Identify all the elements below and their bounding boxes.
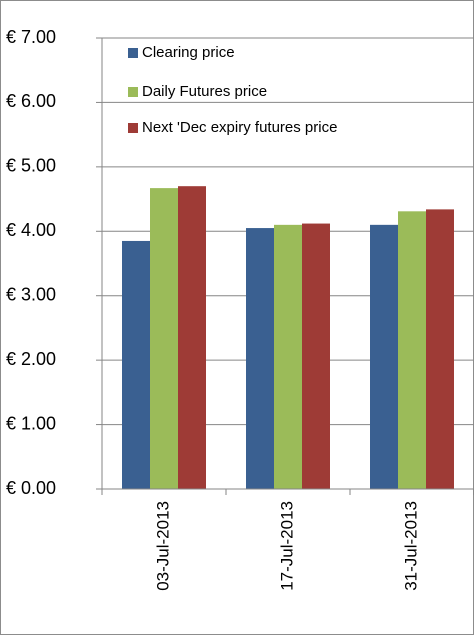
- bar: [370, 224, 398, 490]
- x-tick-label: 17-Jul-2013: [277, 501, 296, 591]
- y-tick-label: € 7.00: [6, 27, 56, 47]
- y-tick-label: € 3.00: [6, 284, 56, 304]
- legend-swatch: [128, 123, 138, 133]
- y-tick-label: € 5.00: [6, 156, 56, 176]
- bar: [122, 240, 150, 489]
- y-tick-label: € 0.00: [6, 478, 56, 498]
- y-tick-label: € 4.00: [6, 220, 56, 240]
- legend-swatch: [128, 48, 138, 58]
- y-tick-label: € 1.00: [6, 413, 56, 433]
- bar: [426, 209, 454, 489]
- bar: [398, 211, 426, 489]
- legend-label: Next 'Dec expiry futures price: [142, 119, 337, 136]
- x-tick-label: 31-Jul-2013: [401, 501, 420, 591]
- legend-label: Clearing price: [142, 44, 235, 61]
- bar: [178, 186, 206, 489]
- x-tick-label: 03-Jul-2013: [153, 501, 172, 591]
- legend-label: Daily Futures price: [142, 83, 267, 100]
- y-tick-label: € 2.00: [6, 349, 56, 369]
- legend-swatch: [128, 87, 138, 97]
- bar: [150, 188, 178, 489]
- bar: [274, 224, 302, 490]
- y-tick-label: € 6.00: [6, 91, 56, 111]
- bar: [246, 228, 274, 490]
- bar: [302, 223, 330, 489]
